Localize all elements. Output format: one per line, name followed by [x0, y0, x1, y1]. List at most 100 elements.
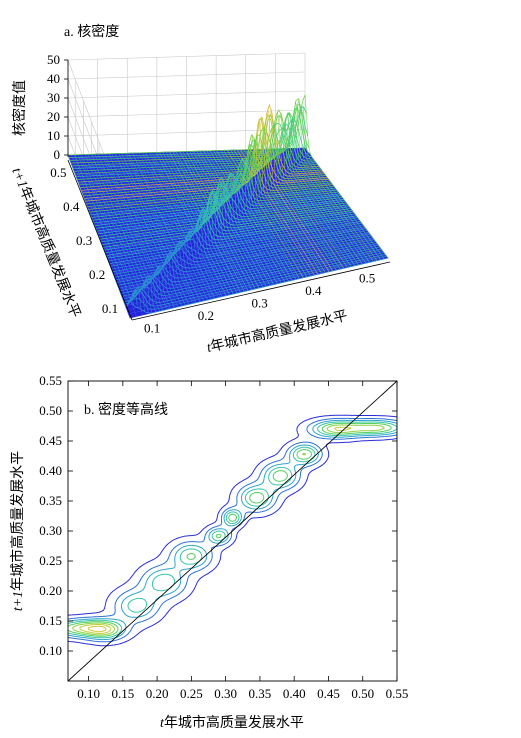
panel-a-x-label: t年城市高质量发展水平 — [205, 307, 349, 356]
panel-a-surface-column — [165, 151, 238, 294]
panel-a-title: a. 核密度 — [64, 23, 119, 40]
panel-b-x-tick-label: 0.40 — [283, 686, 306, 701]
panel-a-surface-column — [240, 116, 319, 275]
panel-a-surface-column — [74, 154, 138, 308]
panel-a-surface-column — [199, 150, 274, 285]
panel-a-surface-column — [257, 123, 337, 271]
panel-a-surface-column — [81, 154, 145, 312]
panel-a-x-tick-label: 0.4 — [305, 283, 322, 298]
panel-a-surface-column — [94, 154, 160, 312]
panel-a-surface-column — [287, 114, 370, 263]
panel-a-surface-column — [264, 111, 345, 269]
panel-a-x-label-text: 年城市高质量发展水平 — [209, 307, 349, 355]
panel-a-x-axis — [131, 261, 391, 321]
panel-a-surface-column — [216, 150, 293, 281]
panel-a-surface-column — [301, 105, 385, 260]
panel-a-x-ticks: 0.1 0.2 0.3 0.4 0.5 — [144, 270, 375, 335]
panel-a-z-tick-label: 40 — [47, 71, 60, 86]
panel-a-surface-column — [128, 153, 197, 303]
panel-a-surface-column — [193, 151, 267, 287]
panel-a-surface-column — [291, 102, 374, 262]
panel-b-y-tick-label: 0.45 — [39, 433, 62, 448]
panel-b-title: b. 密度等高线 — [84, 401, 168, 418]
panel-b-x-tick-label: 0.20 — [146, 686, 169, 701]
panel-a-z-tick-label: 20 — [47, 109, 60, 124]
panel-b-x-label-text: 年城市高质量发展水平 — [164, 714, 304, 731]
panel-a-surface-column — [294, 99, 378, 261]
panel-a-x-tick-label: 0.3 — [252, 295, 268, 310]
panel-a-surface-column — [253, 109, 333, 272]
panel-a-y-tick-label: 0.5 — [50, 165, 66, 180]
panel-a-surface-column — [149, 152, 219, 298]
panel-a-surface-column — [267, 112, 348, 268]
panel-a-surface-column — [274, 124, 356, 266]
panel-b-y-ticks: 0.10 0.15 0.20 0.25 0.30 0.35 0.40 0.45 0.50 0.55 — [39, 373, 397, 658]
panel-a-surface-column — [260, 122, 341, 270]
panel-a-surface-column — [145, 152, 216, 299]
panel-a-surface-column — [142, 152, 212, 300]
panel-a-x-label-prefix: t — [206, 340, 214, 356]
panel-a-surface-column — [284, 118, 367, 264]
panel-a-surface-column — [135, 152, 204, 302]
panel-a-surface-column — [186, 151, 260, 289]
panel-a-y-axis — [67, 159, 133, 321]
panel-b-y-label-text: 年城市高质量发展水平 — [9, 451, 26, 591]
panel-a-surface-column — [304, 94, 389, 259]
panel-b-x-tick-label: 0.45 — [317, 686, 340, 701]
panel-a-surface-column — [71, 154, 134, 306]
panel-a-surface-column — [88, 154, 153, 313]
panel-b-contour-level — [68, 417, 397, 643]
panel-a-surface-column — [230, 139, 308, 278]
panel-a-density-ridge — [67, 94, 389, 314]
panel-b-contour-chart: 0.10 0.15 0.20 0.25 0.30 0.35 0.40 0.45 0.50 0.55… — [9, 373, 408, 731]
panel-a-surface-column — [220, 150, 297, 280]
panel-a-surface-column — [196, 151, 271, 286]
panel-a-surface-column — [138, 152, 208, 301]
panel-b-contour-level — [79, 426, 352, 634]
panel-b-x-tick-label: 0.50 — [351, 686, 374, 701]
panel-a-x-tick-label: 0.2 — [198, 308, 214, 323]
panel-a-surface-column — [121, 153, 190, 305]
panel-a-mesh-line — [97, 200, 345, 233]
panel-a-surface-column — [152, 152, 223, 297]
panel-a-surface-column — [182, 151, 256, 290]
panel-a-surface-column — [179, 151, 252, 290]
panel-a-surface-column — [243, 126, 322, 274]
panel-a-surface-column — [132, 152, 201, 302]
panel-a-surface-column — [118, 153, 186, 306]
panel-a-surface-column — [169, 151, 241, 293]
panel-b-x-tick-label: 0.30 — [214, 686, 237, 701]
panel-a-z-tick-label: 0 — [54, 147, 61, 162]
panel-a-z-ticks: 0 10 20 30 40 50 — [47, 52, 68, 162]
panel-a-surface-column — [223, 144, 300, 279]
panel-a-surface-column — [281, 112, 363, 265]
panel-a-y-ticks: 0.1 0.2 0.3 0.4 0.5 — [50, 165, 118, 316]
panel-b-diagonal-line — [68, 381, 397, 681]
panel-a-surface-column — [101, 153, 168, 310]
panel-b-y-tick-label: 0.35 — [39, 493, 62, 508]
panel-b-x-label-prefix: t — [160, 716, 165, 731]
panel-b-x-tick-label: 0.15 — [111, 686, 134, 701]
panel-a-surface-column — [162, 152, 234, 295]
panel-b-y-tick-label: 0.50 — [39, 403, 62, 418]
panel-a-surface-column — [98, 153, 164, 311]
panel-a-y-tick-label: 0.2 — [89, 267, 105, 282]
panel-a-y-label-prefix: t+1 — [8, 166, 30, 190]
panel-a-y-tick-label: 0.1 — [102, 301, 118, 316]
panel-a-x-tick-label: 0.1 — [144, 320, 160, 335]
panel-b-y-tick-label: 0.40 — [39, 463, 62, 478]
panel-a-surface-column — [277, 113, 359, 266]
panel-b-density-contours — [68, 414, 397, 647]
panel-b-y-tick-label: 0.15 — [39, 613, 62, 628]
panel-b-contour-level — [68, 419, 397, 641]
panel-a-surface-column — [233, 135, 311, 277]
panel-a-z-tick-label: 50 — [47, 52, 60, 67]
panel-b-y-tick-label: 0.55 — [39, 373, 62, 388]
panel-a-surface-column — [247, 121, 326, 273]
panel-a-surface-column — [77, 154, 142, 310]
panel-a-y-tick-label: 0.3 — [76, 233, 92, 248]
panel-a-z-label: 核密度值 — [11, 80, 28, 136]
panel-b-y-tick-label: 0.30 — [39, 523, 62, 538]
panel-b-y-label-prefix: t+1 — [11, 591, 26, 611]
